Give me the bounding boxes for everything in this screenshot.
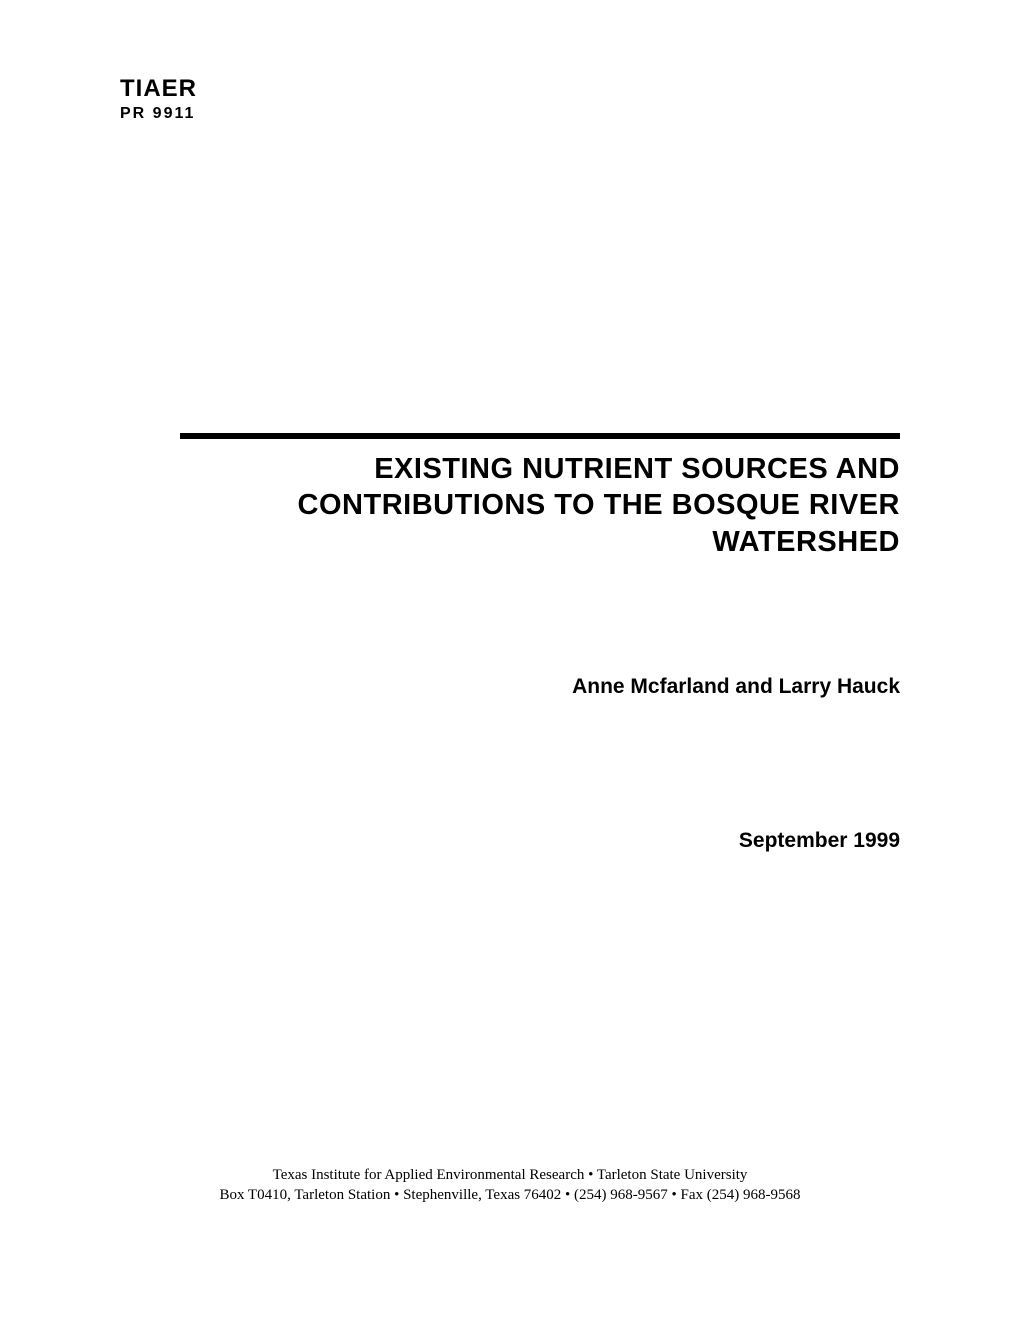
page-container: TIAER PR 9911 EXISTING NUTRIENT SOURCES …	[0, 0, 1020, 1320]
authors: Anne Mcfarland and Larry Hauck	[120, 675, 900, 699]
footer-line-1: Texas Institute for Applied Environmenta…	[120, 1165, 900, 1185]
footer-line-2: Box T0410, Tarleton Station • Stephenvil…	[120, 1185, 900, 1205]
footer: Texas Institute for Applied Environmenta…	[120, 1165, 900, 1206]
title-rule	[180, 433, 900, 439]
publication-date: September 1999	[120, 829, 900, 853]
org-name: TIAER	[120, 75, 900, 103]
document-title: EXISTING NUTRIENT SOURCES AND CONTRIBUTI…	[120, 451, 900, 560]
report-code: PR 9911	[120, 105, 900, 123]
